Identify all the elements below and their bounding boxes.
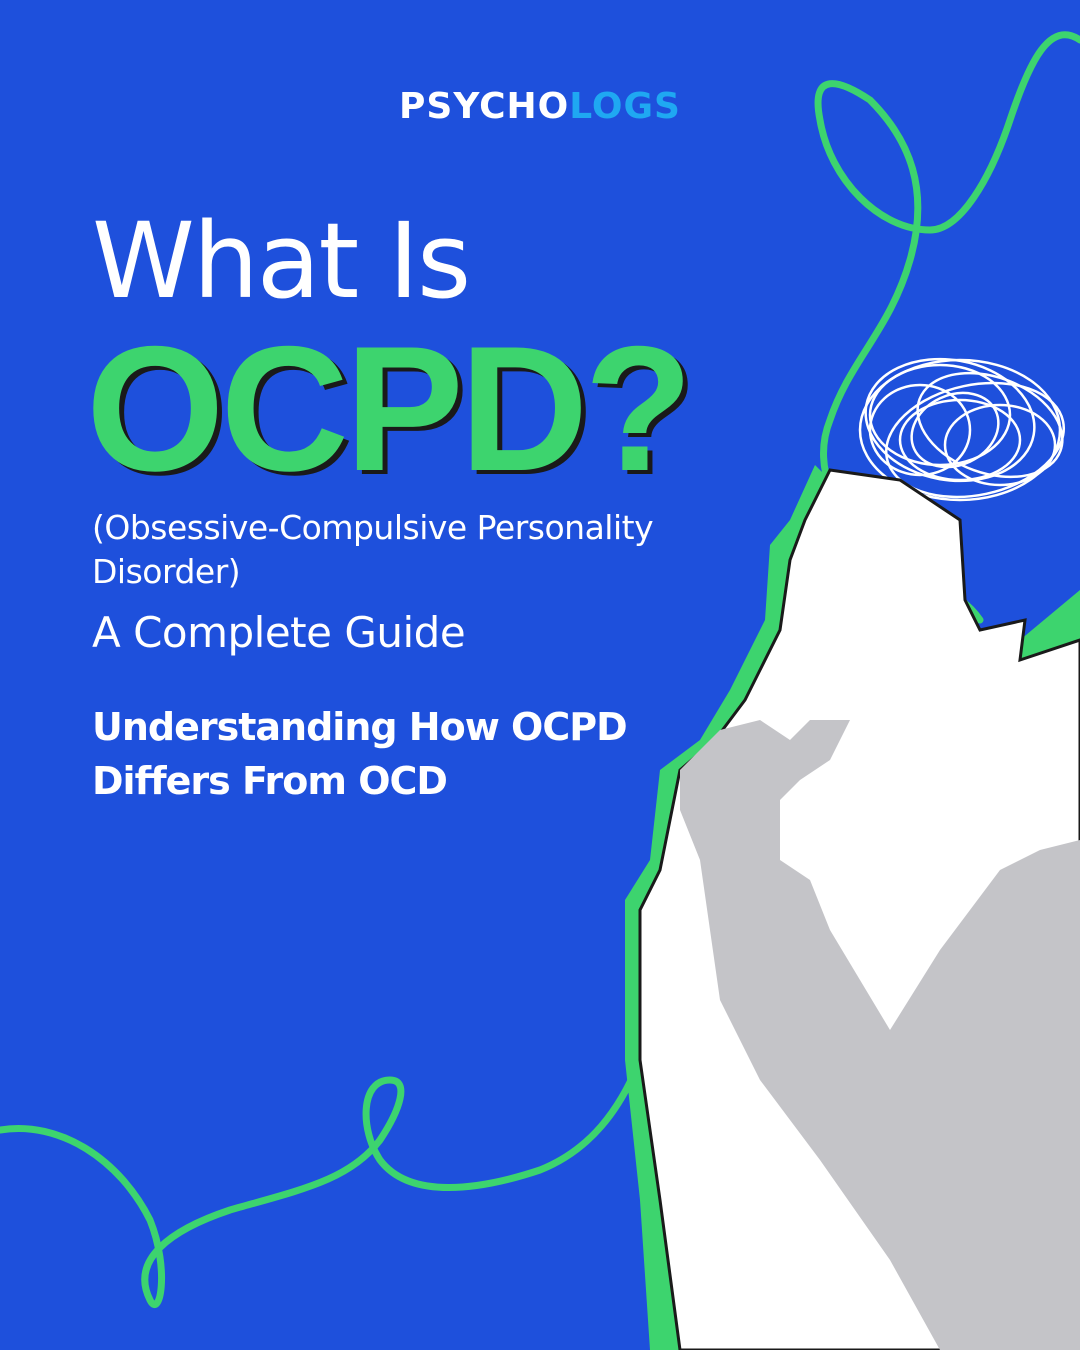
guide-label: A Complete Guide [92,608,466,657]
tangled-thought-icon [858,357,1066,502]
squiggle-line-bottom [0,1056,644,1308]
title-line-1: What Is [92,200,471,322]
brand-logo: PSYCHOLOGS [0,86,1080,127]
title-acronym: OCPD? [86,309,693,508]
logo-text-accent: LOGS [569,86,681,127]
logo-text-primary: PSYCHO [399,86,570,127]
subtitle-full-name: (Obsessive-Compulsive Personality Disord… [92,508,654,591]
arm-silhouette [680,720,1080,1350]
tagline: Understanding How OCPD Differs From OCD [92,705,628,803]
